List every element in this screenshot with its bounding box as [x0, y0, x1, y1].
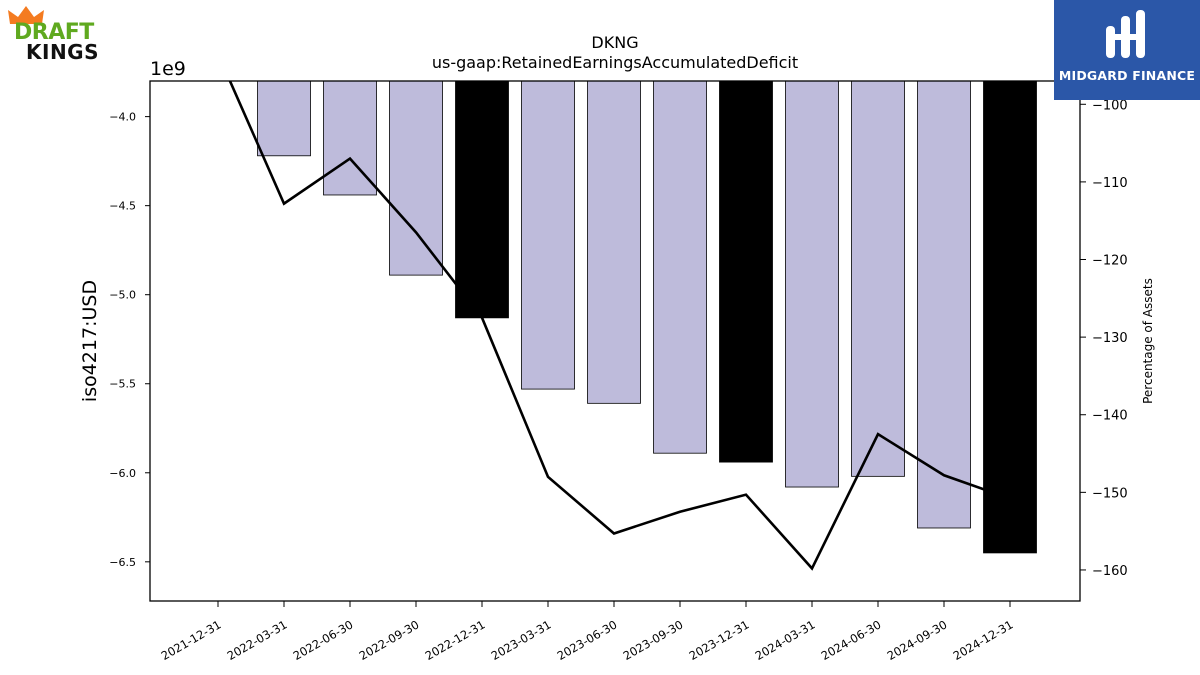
y2-tick-label: −110 — [1092, 176, 1128, 191]
x-tick-label: 2024-12-31 — [951, 617, 1016, 663]
bar-2023-09-30 — [653, 80, 707, 454]
x-tick-label: 2021-12-31 — [159, 617, 224, 663]
y2-tick-label: −120 — [1092, 254, 1128, 269]
y-tick-label: −5.5 — [109, 378, 136, 391]
midgard-mark-icon — [1106, 10, 1145, 58]
bar-2023-12-31 — [719, 80, 773, 463]
bar-2022-06-30 — [323, 80, 377, 196]
midgard-finance-logo: MIDGARD FINANCE — [1054, 0, 1200, 100]
bars-group — [257, 80, 1037, 554]
bar-2023-06-30 — [587, 80, 641, 404]
x-tick-label: 2022-12-31 — [423, 617, 488, 663]
y2-axis-label: Percentage of Assets — [1141, 278, 1155, 404]
y-offset-label: 1e9 — [150, 58, 186, 80]
x-tick-label: 2023-09-30 — [621, 617, 686, 663]
chart-title: DKNG — [591, 33, 638, 52]
bar-2024-09-30 — [917, 80, 971, 529]
x-tick-label: 2024-09-30 — [885, 617, 950, 663]
x-tick-label: 2024-03-31 — [753, 617, 818, 663]
x-tick-label: 2023-03-31 — [489, 617, 554, 663]
chart-subtitle: us-gaap:RetainedEarningsAccumulatedDefic… — [432, 53, 798, 72]
y2-tick-label: −150 — [1092, 486, 1128, 501]
y2-tick-label: −130 — [1092, 331, 1128, 346]
draftkings-logo: DRAFT KINGS — [4, 4, 120, 66]
y2-tick-label: −100 — [1092, 98, 1128, 113]
y-tick-label: −5.0 — [109, 289, 136, 302]
bar-2024-06-30 — [851, 80, 905, 477]
bar-2024-12-31 — [983, 80, 1037, 554]
x-tick-label: 2022-09-30 — [357, 617, 422, 663]
x-axis: 2021-12-31 2022-03-31 2022-06-30 2022-09-30… — [159, 601, 1016, 663]
x-tick-label: 2023-06-30 — [555, 617, 620, 663]
x-tick-label: 2024-06-30 — [819, 617, 884, 663]
draftkings-logo-word2: KINGS — [26, 40, 99, 64]
crown-icon — [8, 6, 44, 24]
draftkings-logo-word1: DRAFT — [14, 20, 94, 45]
bar-2022-09-30 — [389, 80, 443, 276]
midgard-finance-text: MIDGARD FINANCE — [1058, 68, 1196, 83]
x-tick-label: 2023-12-31 — [687, 617, 752, 663]
plot-frame — [149, 80, 1081, 602]
bar-2024-03-31 — [785, 80, 839, 488]
y2-axis: −100 −110 −120 −130 −140 −150 −160 — [1080, 98, 1128, 579]
bar-2022-03-31 — [257, 80, 311, 157]
line-series-percentage-of-assets — [228, 81, 1011, 571]
y2-tick-label: −140 — [1092, 409, 1128, 424]
y2-tick-label: −160 — [1092, 564, 1128, 579]
y-tick-label: −6.0 — [109, 467, 136, 480]
line-series-group — [228, 81, 1011, 571]
y-tick-label: −4.5 — [109, 200, 136, 213]
x-tick-label: 2022-06-30 — [291, 617, 356, 663]
y-axis-label: iso4217:USD — [79, 280, 101, 402]
y-axis: −4.0 −4.5 −5.0 −5.5 −6.0 −6.5 — [109, 111, 150, 569]
x-tick-label: 2022-03-31 — [225, 617, 290, 663]
bar-2023-03-31 — [521, 80, 575, 390]
y-tick-label: −4.0 — [109, 111, 136, 124]
bar-2022-12-31 — [455, 80, 509, 319]
y-tick-label: −6.5 — [109, 556, 136, 569]
